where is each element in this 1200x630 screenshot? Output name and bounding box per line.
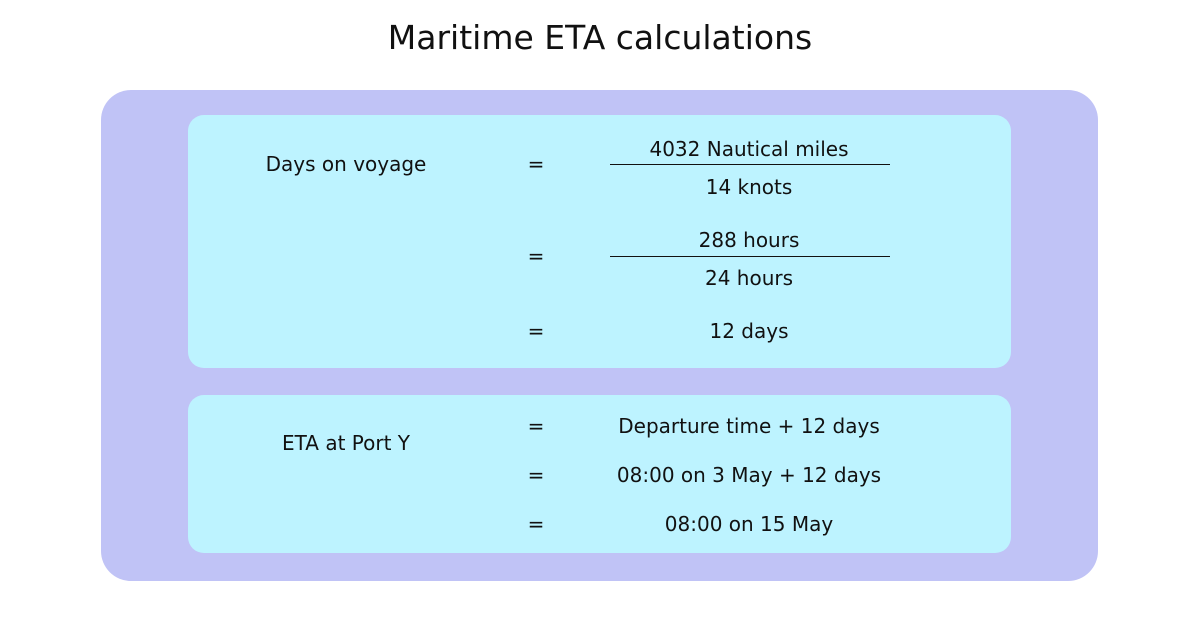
equals-sign: = <box>527 319 545 343</box>
eta-card <box>188 395 1011 553</box>
eta-label: ETA at Port Y <box>281 431 411 455</box>
fraction-denominator: 14 knots <box>705 175 793 199</box>
equals-sign: = <box>527 512 545 536</box>
days-on-voyage-label: Days on voyage <box>265 152 427 176</box>
fraction-denominator: 24 hours <box>704 266 794 290</box>
eta-step: 08:00 on 3 May + 12 days <box>616 463 882 487</box>
eta-result: 08:00 on 15 May <box>664 512 834 536</box>
eta-step: Departure time + 12 days <box>618 414 880 438</box>
equals-sign: = <box>527 414 545 438</box>
page-title: Maritime ETA calculations <box>387 18 813 57</box>
fraction-bar <box>610 164 890 165</box>
equals-sign: = <box>527 152 545 176</box>
voyage-result: 12 days <box>709 319 789 343</box>
days-on-voyage-card <box>188 115 1011 368</box>
equals-sign: = <box>527 463 545 487</box>
fraction-numerator: 4032 Nautical miles <box>649 137 849 161</box>
fraction-bar <box>610 256 890 257</box>
equals-sign: = <box>527 244 545 268</box>
fraction-numerator: 288 hours <box>698 228 800 252</box>
